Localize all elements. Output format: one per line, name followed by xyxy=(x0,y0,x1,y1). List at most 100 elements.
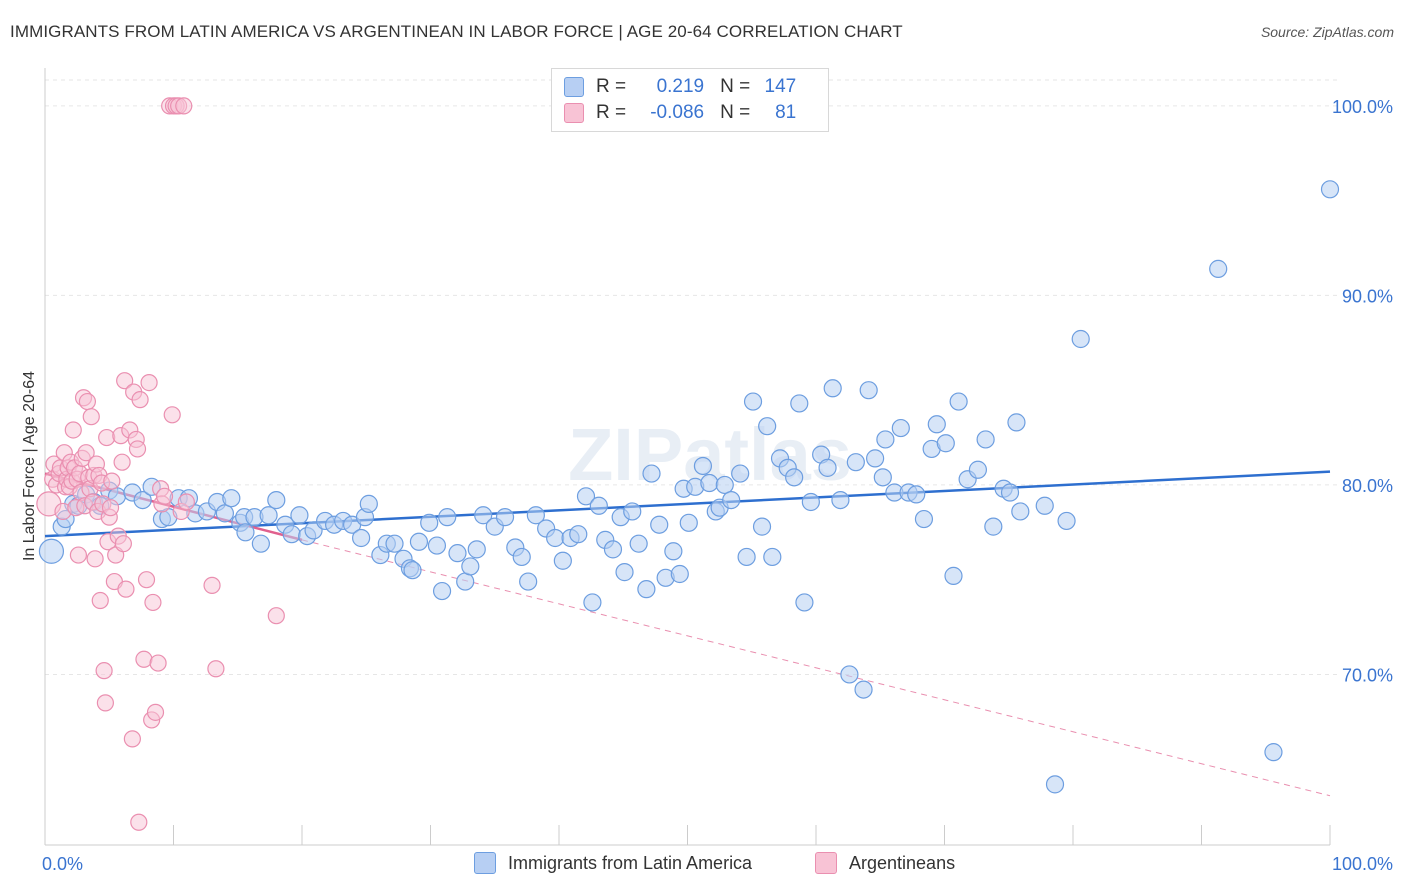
data-point xyxy=(700,473,719,493)
data-point xyxy=(670,564,689,584)
data-point xyxy=(203,576,221,594)
data-point xyxy=(282,525,301,544)
axes xyxy=(44,68,1331,846)
data-point xyxy=(290,506,309,525)
series-legend: Immigrants from Latin America Argentinea… xyxy=(0,852,1406,876)
data-point xyxy=(984,517,1003,536)
data-point xyxy=(409,532,429,551)
trend-line-argentineans-extended xyxy=(301,539,1331,797)
n-value: 81 xyxy=(775,102,797,123)
y-tick-label: 70.0% xyxy=(1342,665,1393,685)
data-point xyxy=(1045,775,1065,794)
data-point xyxy=(854,680,873,699)
data-point xyxy=(146,703,165,721)
data-point xyxy=(215,504,234,523)
series-latin-america-points xyxy=(38,180,1340,794)
data-point xyxy=(1071,329,1090,349)
data-point xyxy=(576,487,596,506)
n-label: N = xyxy=(720,102,751,123)
data-point xyxy=(801,492,820,512)
data-point xyxy=(101,499,120,517)
data-point xyxy=(907,485,926,504)
x-tick-label: 100.0% xyxy=(1332,854,1393,874)
data-point xyxy=(623,502,642,521)
data-point xyxy=(448,544,467,563)
pink-swatch-icon xyxy=(564,103,584,123)
data-point xyxy=(1209,259,1228,278)
data-point xyxy=(752,517,772,536)
data-point xyxy=(149,654,167,672)
data-point xyxy=(846,453,865,472)
data-point xyxy=(385,534,404,553)
data-point xyxy=(78,392,97,411)
legend-label: Immigrants from Latin America xyxy=(508,852,753,873)
legend-item-latin-america[interactable]: Immigrants from Latin America xyxy=(474,852,752,874)
data-point xyxy=(222,489,241,508)
data-point xyxy=(785,468,804,487)
y-tick-label: 80.0% xyxy=(1342,476,1393,496)
data-point xyxy=(438,508,457,527)
data-point xyxy=(823,379,842,398)
data-point xyxy=(795,593,814,612)
data-point xyxy=(130,813,148,831)
data-point xyxy=(859,381,878,400)
data-point xyxy=(38,538,65,564)
data-point xyxy=(1007,413,1026,432)
data-point xyxy=(866,449,885,468)
data-point xyxy=(758,417,777,436)
data-point xyxy=(976,430,995,449)
data-point xyxy=(131,391,149,409)
n-value: 147 xyxy=(764,76,797,97)
data-point xyxy=(679,513,698,532)
data-point xyxy=(603,540,623,559)
data-point xyxy=(831,490,850,510)
data-point xyxy=(512,547,531,567)
data-point xyxy=(526,506,545,525)
data-point xyxy=(1035,496,1054,515)
data-point xyxy=(114,535,132,553)
data-point xyxy=(569,525,588,544)
data-point xyxy=(77,444,95,462)
y-tick-label: 90.0% xyxy=(1342,286,1393,306)
data-point xyxy=(1057,511,1076,531)
trend-line-latin-america xyxy=(44,470,1331,538)
source-label: Source: ZipAtlas.com xyxy=(1260,24,1394,40)
x-tick-labels: 0.0% 100.0% xyxy=(42,854,1393,874)
legend-item-argentineans[interactable]: Argentineans xyxy=(815,852,955,874)
data-point xyxy=(629,534,648,553)
correlation-legend: R = 0.219 N = 147 R = -0.086 N = 81 xyxy=(551,68,829,132)
data-point xyxy=(69,546,88,564)
data-point xyxy=(86,550,104,568)
chart-title: IMMIGRANTS FROM LATIN AMERICA VS ARGENTI… xyxy=(10,22,903,41)
data-point xyxy=(133,490,152,510)
data-point xyxy=(95,662,113,680)
data-point xyxy=(207,660,225,678)
data-point xyxy=(1011,502,1030,521)
data-point xyxy=(137,571,156,589)
data-point xyxy=(1264,743,1283,762)
data-point xyxy=(64,421,82,439)
data-point xyxy=(128,440,147,458)
data-point xyxy=(642,464,661,483)
data-point xyxy=(352,528,371,548)
data-point xyxy=(519,572,538,591)
data-point xyxy=(163,406,181,424)
data-point xyxy=(461,557,480,576)
x-tick-label: 0.0% xyxy=(42,854,83,874)
r-value: 0.219 xyxy=(656,76,705,97)
r-label: R = xyxy=(596,102,627,123)
r-value: -0.086 xyxy=(650,102,705,123)
data-point xyxy=(722,490,741,510)
legend-row-latin-america: R = 0.219 N = 147 xyxy=(564,75,796,99)
data-point xyxy=(968,460,988,479)
data-point xyxy=(840,665,859,684)
data-point xyxy=(359,494,378,513)
data-point xyxy=(117,580,135,598)
data-point xyxy=(731,464,750,483)
data-point xyxy=(936,434,955,453)
pink-swatch-icon xyxy=(815,852,837,874)
data-point xyxy=(420,513,439,532)
data-point xyxy=(251,534,270,553)
data-point xyxy=(790,394,809,413)
data-point xyxy=(155,487,174,505)
